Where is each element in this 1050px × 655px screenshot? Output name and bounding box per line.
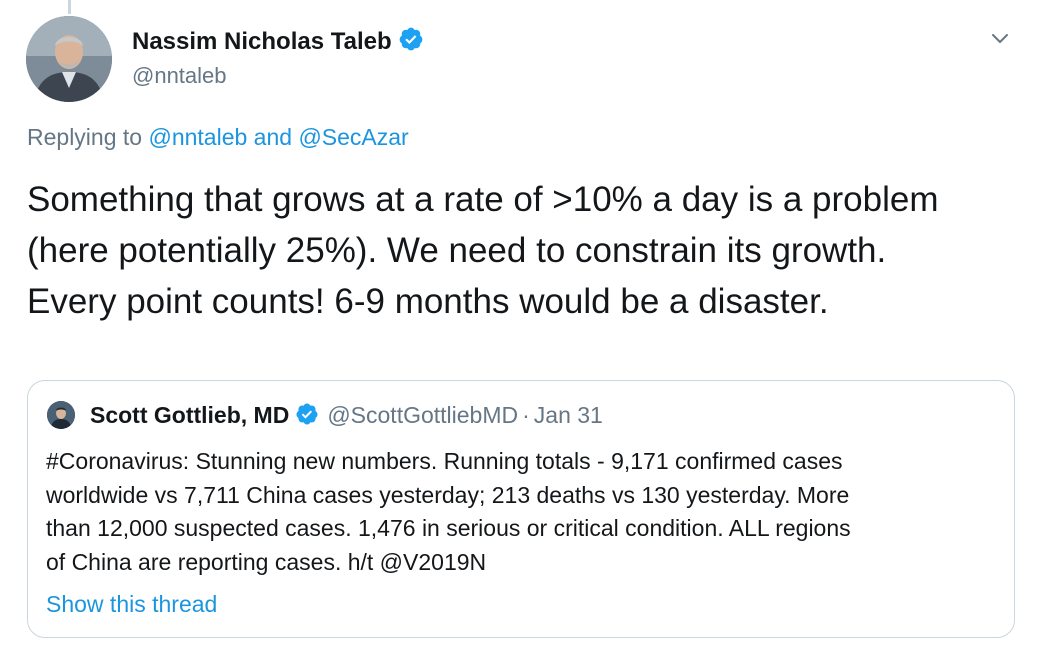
quoted-text-line: #Coronavirus: Stunning new numbers. Runn… [46,448,843,474]
quoted-author-avatar [47,401,75,429]
show-thread-link[interactable]: Show this thread [46,591,218,617]
author-name[interactable]: Nassim Nicholas Taleb [132,28,392,55]
quoted-text-line: worldwide vs 7,711 China cases yesterday… [46,481,850,508]
quoted-text-line: of China are reporting cases. h/t @V2019… [46,548,487,575]
header-separator: · [522,402,530,428]
quoted-tweet-text: #Coronavirus: Stunning new numbers. Runn… [46,445,1006,579]
author-handle[interactable]: @nntaleb [132,63,227,88]
tweet-text: Something that grows at a rate of >10% a… [27,174,1037,327]
replying-prefix: Replying to [27,124,143,150]
verified-badge-icon [399,27,423,51]
quoted-tweet-date: Jan 31 [533,402,603,428]
quoted-avatar-photo [47,401,75,429]
thread-connector-line [68,0,71,14]
quoted-text-line: than 12,000 suspected cases. 1,476 in se… [46,515,851,541]
quoted-author-name: Scott Gottlieb, MD [90,402,290,428]
author-avatar[interactable] [26,16,112,102]
avatar-photo [26,16,112,102]
replying-conjunction[interactable]: and [253,124,293,150]
quoted-tweet-card[interactable]: Scott Gottlieb, MD @ScottGottliebMD · Jan 3… [27,380,1015,638]
verified-badge-icon [296,403,318,425]
quoted-tweet-header: Scott Gottlieb, MD @ScottGottliebMD · Jan 3… [90,400,603,430]
mention-link-secazar[interactable]: @SecAzar [298,124,409,150]
quoted-author-handle: @ScottGottliebMD [327,402,519,428]
replying-to: Replying to @nntaleb and @SecAzar [27,122,409,152]
chevron-down-icon[interactable] [986,24,1014,52]
tweet-text-line: (here potentially 25%). We need to const… [27,231,887,270]
tweet-text-line: Something that grows at a rate of >10% a… [27,180,939,219]
mention-link-nntaleb[interactable]: @nntaleb [148,124,248,150]
tweet-text-line: Every point counts! 6-9 months would be … [27,282,829,321]
author-name-row[interactable]: Nassim Nicholas Taleb [132,26,424,57]
